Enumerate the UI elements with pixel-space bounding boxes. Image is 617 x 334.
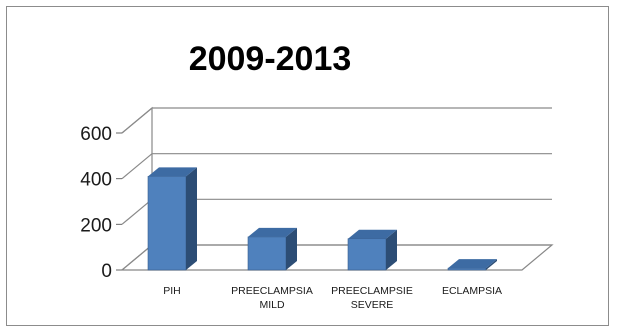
bar-top <box>148 167 197 177</box>
x-tick-label: PREECLAMPSIE SEVERE <box>331 285 413 311</box>
chart-frame <box>6 6 609 326</box>
x-tick-label: ECLAMPSIA <box>442 285 502 297</box>
bar-front <box>147 176 187 271</box>
y-axis-ticks: 0 200 400 600 <box>80 124 112 282</box>
bar-side <box>386 229 397 270</box>
bar-front <box>347 238 387 271</box>
bar <box>447 259 497 271</box>
gridline <box>121 153 552 180</box>
gridline <box>121 107 552 134</box>
x-tick-label-line: PREECLAMPSIA <box>231 285 313 297</box>
x-tick-label-line: PREECLAMPSIE <box>331 285 413 297</box>
x-tick-label-line: PIH <box>163 285 181 297</box>
bar-front <box>447 267 487 271</box>
bar <box>147 167 197 271</box>
side-wall <box>121 106 153 271</box>
x-tick-label-line: MILD <box>259 299 285 311</box>
bars <box>147 167 497 271</box>
y-tick-label: 600 <box>80 124 112 145</box>
bar-side <box>186 167 197 270</box>
bar-front <box>247 236 287 271</box>
y-tick-label: 0 <box>101 261 112 282</box>
chart-title: 2009-2013 <box>188 40 352 78</box>
x-tick-label: PIH <box>163 285 181 297</box>
y-tick-label: 200 <box>80 215 112 236</box>
bar-top <box>448 259 497 269</box>
x-tick-label-line: SEVERE <box>351 299 394 311</box>
bar-side <box>286 227 297 270</box>
bar-top <box>248 227 297 237</box>
bar <box>247 227 297 271</box>
x-tick-label: PREECLAMPSIA MILD <box>231 285 313 311</box>
bar-side <box>486 259 497 270</box>
x-axis-labels: PIH PREECLAMPSIA MILD PREECLAMPSIE SEVERE ECL… <box>163 285 502 311</box>
bar-top <box>348 229 397 239</box>
y-tick-label: 400 <box>80 170 112 191</box>
x-tick-label-line: ECLAMPSIA <box>442 285 502 297</box>
bar <box>347 229 397 271</box>
